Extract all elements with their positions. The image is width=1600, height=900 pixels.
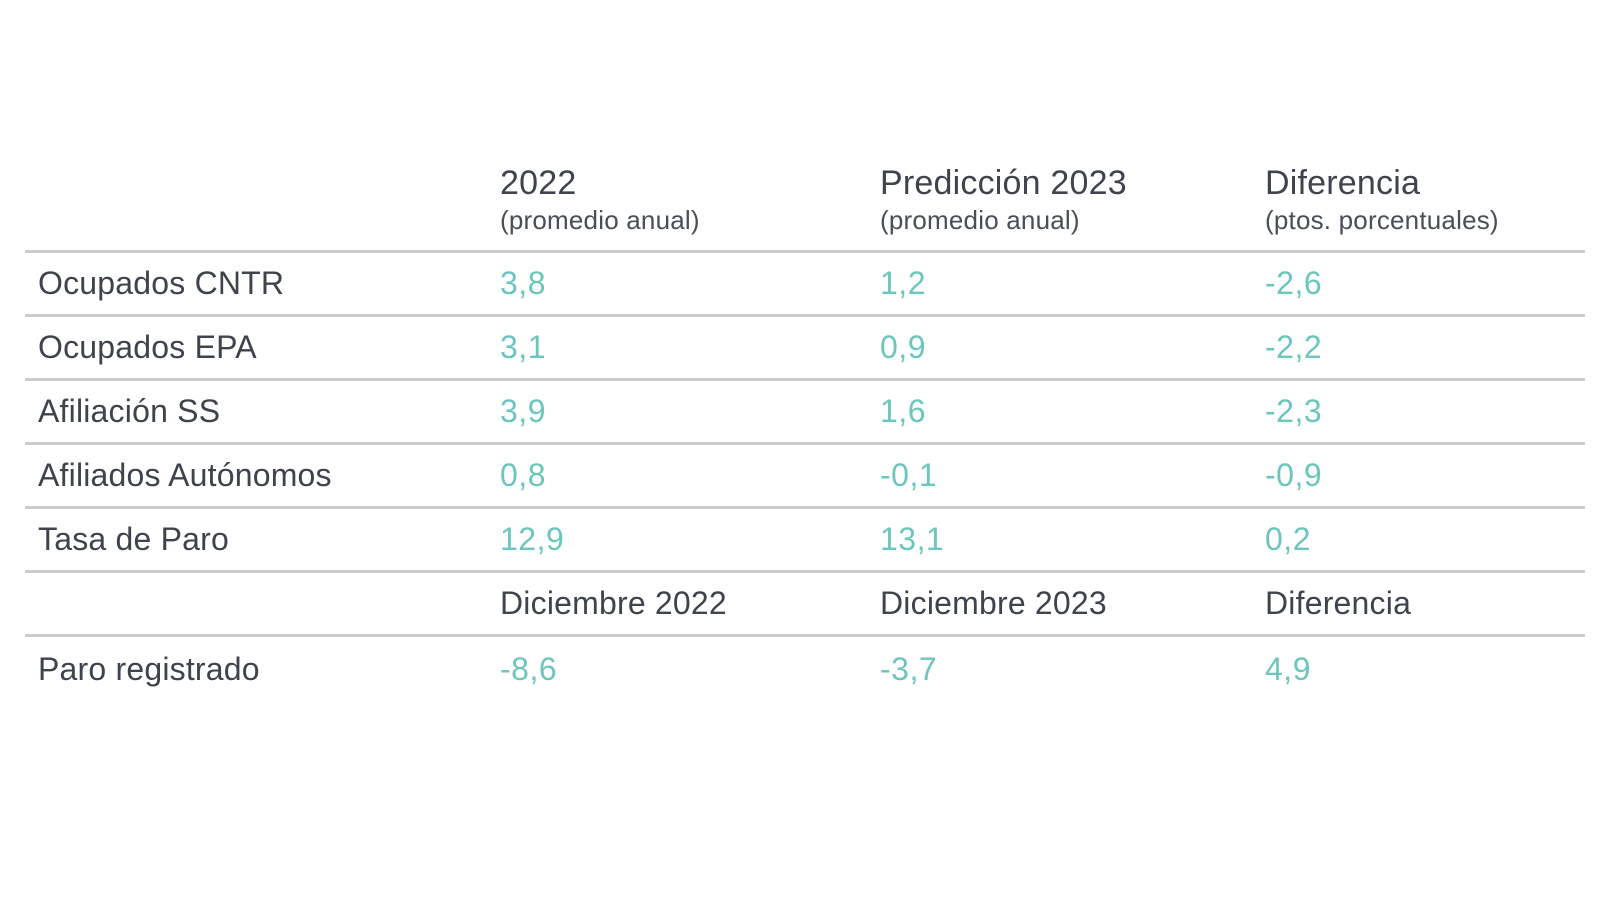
cell-value: 4,9 xyxy=(1265,650,1311,687)
cell-value: 1,2 xyxy=(880,265,926,302)
column-subtitle: (promedio anual) xyxy=(880,204,1080,235)
table-header-december: Diciembre 2022 Diciembre 2023 Diferencia xyxy=(25,573,1585,638)
row-label: Afiliados Autónomos xyxy=(38,457,332,494)
column-header-2022: 2022 (promedio anual) xyxy=(500,163,880,236)
column-title: Diferencia xyxy=(1265,164,1421,202)
cell-value: 13,1 xyxy=(880,521,945,558)
table-row-afiliados-autonomos: Afiliados Autónomos 0,8 -0,1 -0,9 xyxy=(25,445,1585,510)
column-subtitle: (ptos. porcentuales) xyxy=(1265,204,1499,235)
cell-value: 1,6 xyxy=(880,393,926,430)
cell-value: -2,6 xyxy=(1265,265,1323,302)
cell-value: -3,7 xyxy=(880,650,938,687)
column-title: 2022 xyxy=(500,164,577,202)
column-header-diferencia: Diferencia (ptos. porcentuales) xyxy=(1265,163,1585,236)
cell-value: 0,9 xyxy=(880,329,926,366)
cell-value: -0,1 xyxy=(880,457,938,494)
table-row-paro-registrado: Paro registrado -8,6 -3,7 4,9 xyxy=(25,637,1585,701)
employment-data-table: 2022 (promedio anual) Predicción 2023 (p… xyxy=(25,163,1585,701)
table-row-tasa-de-paro: Tasa de Paro 12,9 13,1 0,2 xyxy=(25,509,1585,574)
column-header-diciembre-2023: Diciembre 2023 xyxy=(880,585,1107,622)
row-label: Ocupados CNTR xyxy=(38,265,285,302)
table-header-annual: 2022 (promedio anual) Predicción 2023 (p… xyxy=(25,163,1585,254)
cell-value: 3,8 xyxy=(500,265,546,302)
cell-value: -0,9 xyxy=(1265,457,1323,494)
column-header-diferencia-2: Diferencia xyxy=(1265,585,1412,622)
row-label: Paro registrado xyxy=(38,650,260,687)
cell-value: 3,1 xyxy=(500,329,546,366)
table-row-ocupados-cntr: Ocupados CNTR 3,8 1,2 -2,6 xyxy=(25,253,1585,318)
cell-value: 3,9 xyxy=(500,393,546,430)
column-header-diciembre-2022: Diciembre 2022 xyxy=(500,585,727,622)
row-label: Tasa de Paro xyxy=(38,521,229,558)
row-label: Ocupados EPA xyxy=(38,329,257,366)
cell-value: -2,2 xyxy=(1265,329,1323,366)
column-subtitle: (promedio anual) xyxy=(500,204,700,235)
cell-value: 12,9 xyxy=(500,521,565,558)
cell-value: 0,2 xyxy=(1265,521,1311,558)
cell-value: -2,3 xyxy=(1265,393,1323,430)
cell-value: -8,6 xyxy=(500,650,558,687)
column-title: Predicción 2023 xyxy=(880,164,1127,202)
table-row-ocupados-epa: Ocupados EPA 3,1 0,9 -2,2 xyxy=(25,317,1585,382)
cell-value: 0,8 xyxy=(500,457,546,494)
row-label: Afiliación SS xyxy=(38,393,221,430)
table-row-afiliacion-ss: Afiliación SS 3,9 1,6 -2,3 xyxy=(25,381,1585,446)
column-header-prediccion-2023: Predicción 2023 (promedio anual) xyxy=(880,163,1265,236)
